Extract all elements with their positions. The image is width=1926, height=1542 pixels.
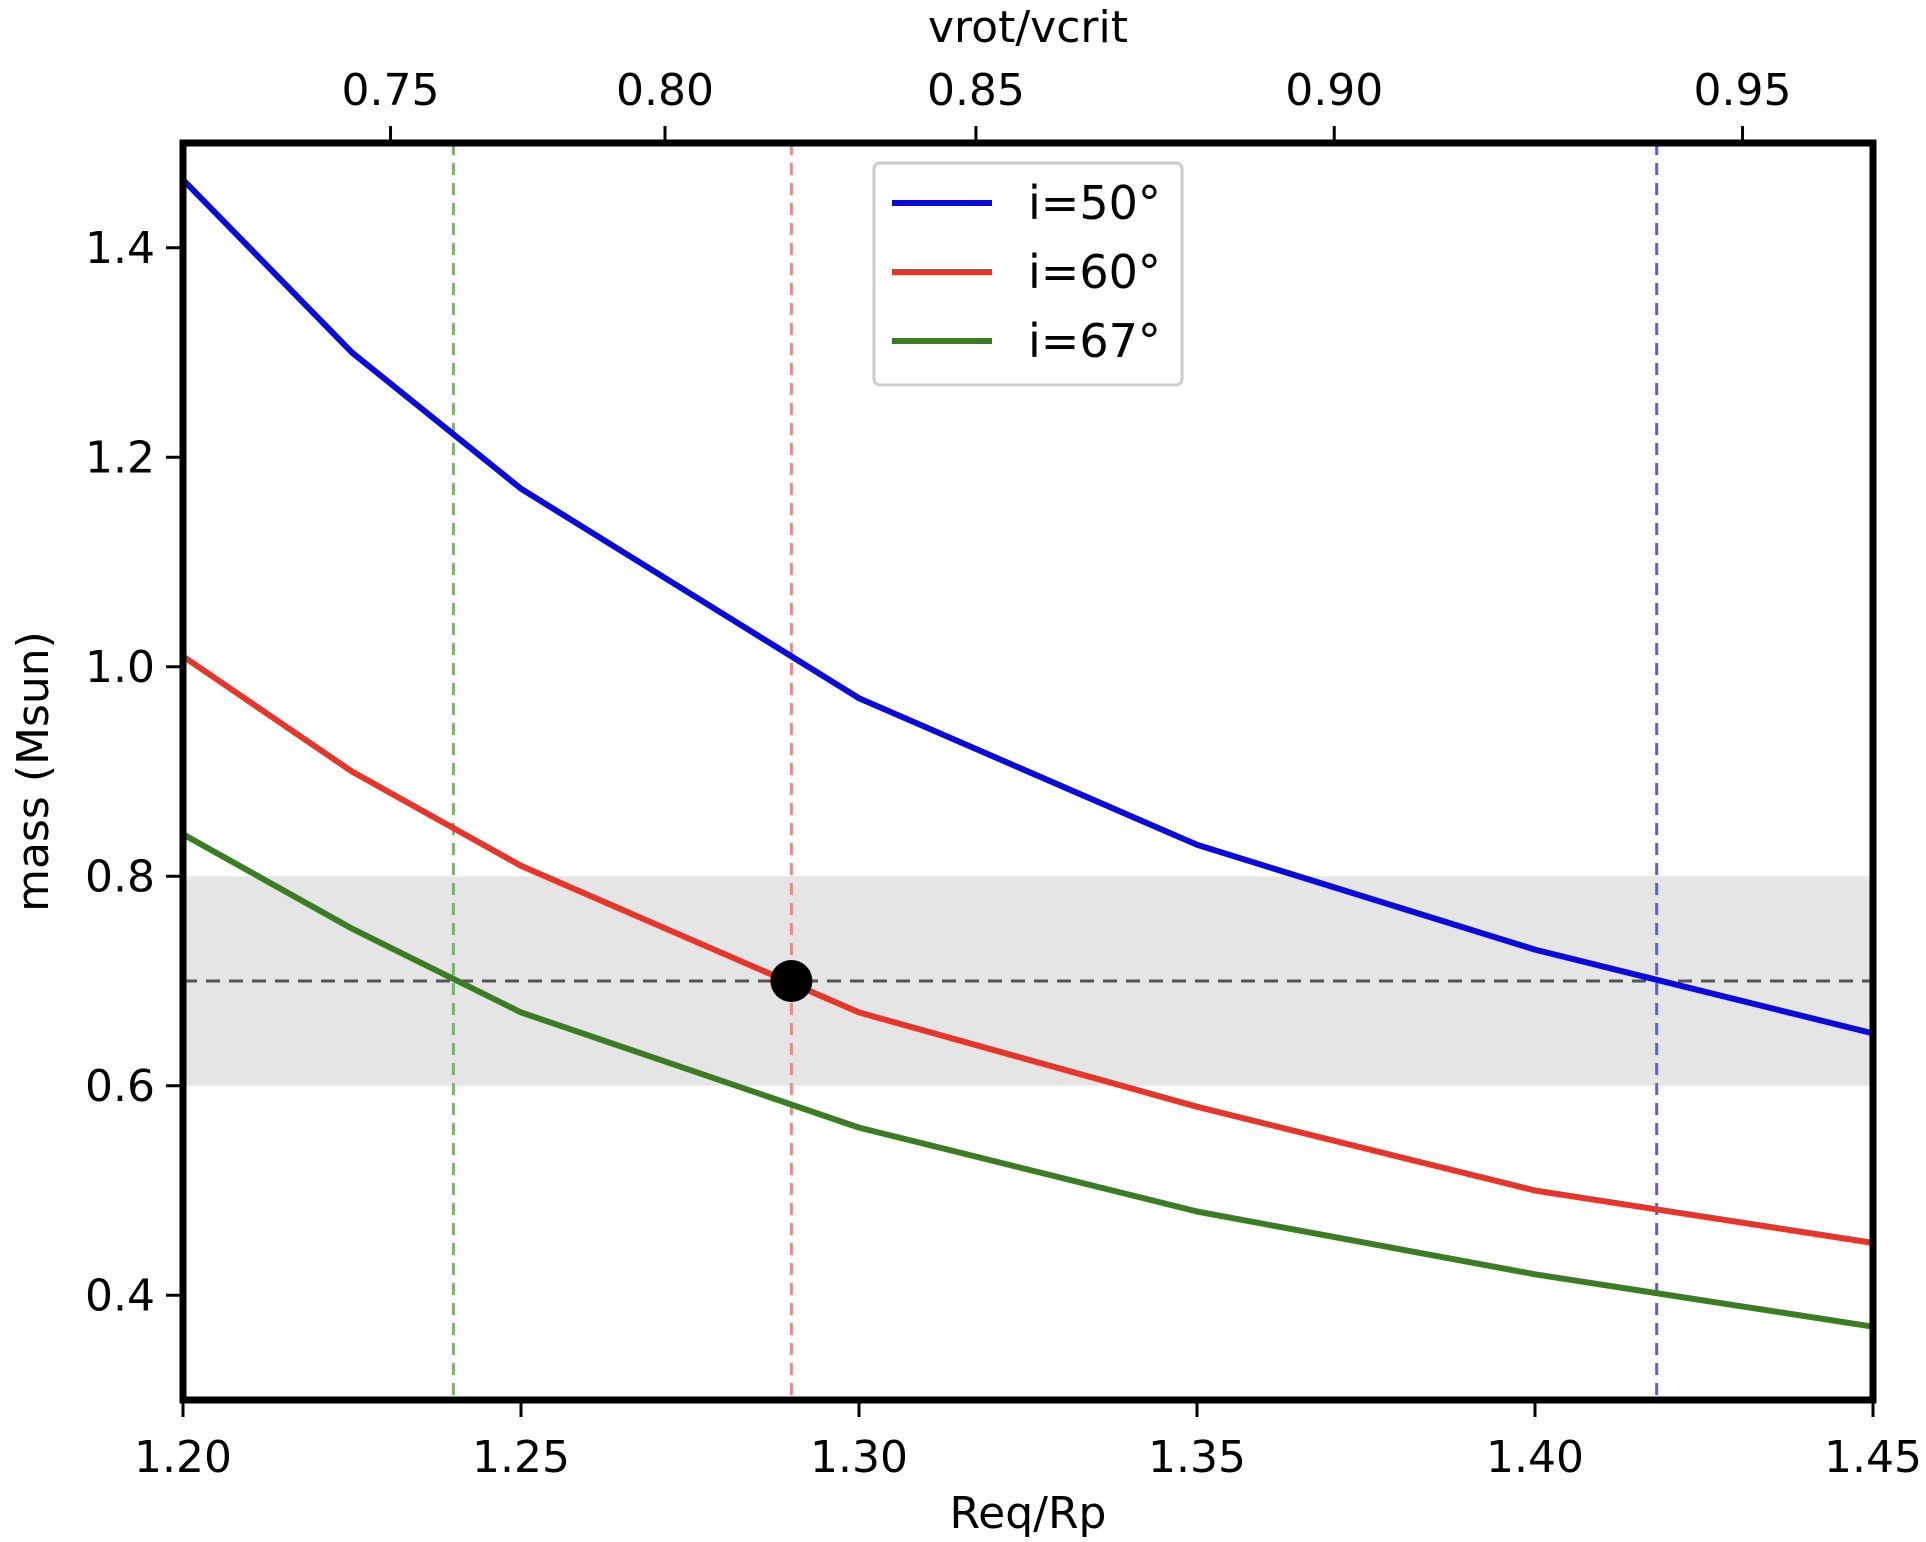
x-tick-label: 1.45 [1824, 1432, 1922, 1483]
y-tick-label: 1.0 [85, 642, 155, 693]
axes: 1.20 1.25 1.30 1.35 1.40 1.45 0.4 0.6 0.8 1.0 1.2 1… [85, 65, 1922, 1483]
series-line-0 [180, 177, 1874, 1037]
top-tick-label: 0.75 [342, 65, 440, 116]
y-tick-label: 0.4 [85, 1270, 155, 1321]
top-tick-label: 0.80 [616, 65, 714, 116]
y-tick-label: 1.4 [85, 223, 155, 274]
top-tick-label: 0.95 [1694, 65, 1792, 116]
plot-area [180, 143, 1874, 1400]
top-axis-label: vrot/vcrit [928, 2, 1128, 53]
x-axis-label: Req/Rp [950, 1488, 1107, 1539]
top-tick-label: 0.90 [1285, 65, 1383, 116]
x-tick-label: 1.35 [1148, 1432, 1246, 1483]
legend-label-2: i=67° [1028, 314, 1161, 368]
y-tick-label: 0.8 [85, 851, 155, 902]
legend-label-1: i=60° [1028, 245, 1161, 299]
y-axis-label: mass (Msun) [8, 631, 59, 912]
x-tick-label: 1.25 [472, 1432, 570, 1483]
x-tick-label: 1.40 [1486, 1432, 1584, 1483]
series-line-1 [181, 653, 1874, 1246]
x-tick-label: 1.20 [134, 1432, 232, 1483]
highlight-marker [770, 960, 813, 1002]
x-tick-label: 1.30 [810, 1432, 908, 1483]
plot-frame [179, 139, 1877, 1404]
legend: i=50° i=60° i=67° [872, 161, 1184, 387]
top-tick-label: 0.85 [927, 65, 1025, 116]
series-line-2 [181, 831, 1874, 1330]
y-tick-label: 0.6 [85, 1061, 155, 1112]
legend-box [872, 161, 1184, 387]
y-tick-label: 1.2 [85, 432, 155, 483]
legend-label-0: i=50° [1028, 176, 1161, 230]
